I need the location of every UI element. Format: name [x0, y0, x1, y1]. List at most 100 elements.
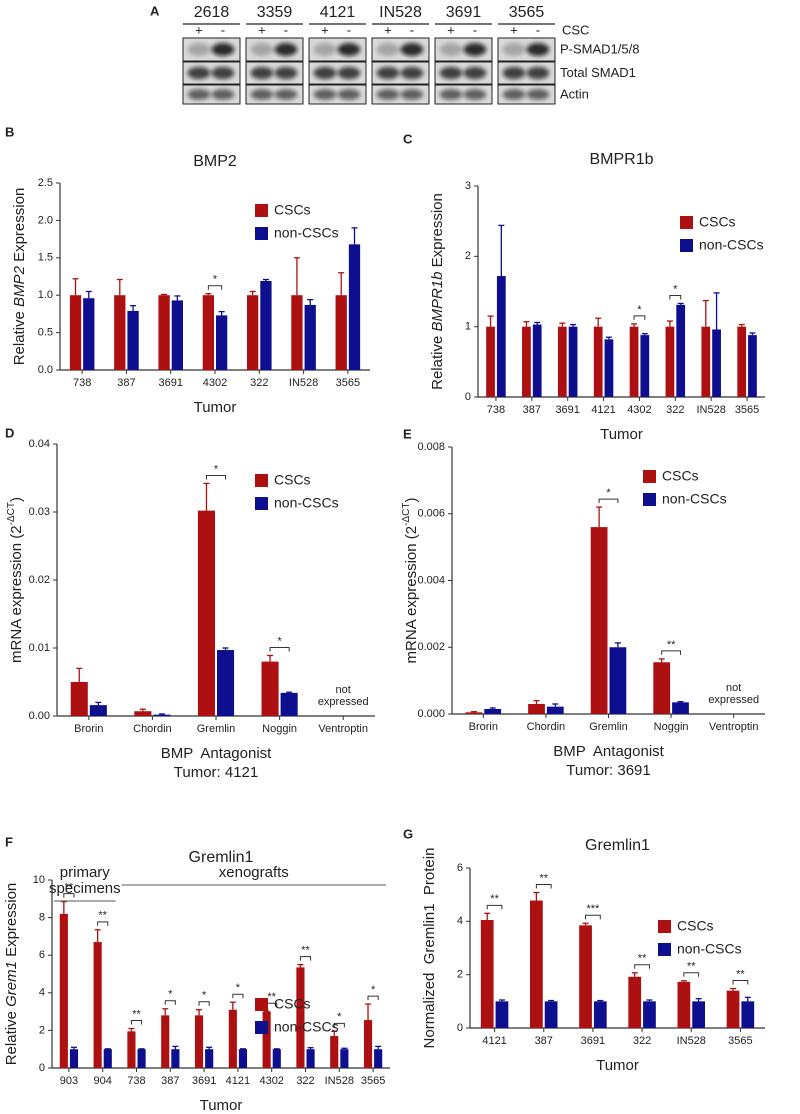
- y-tick-label: 2: [39, 1024, 45, 1036]
- legend-swatch: [658, 943, 671, 956]
- chart-title: BMP2: [193, 153, 237, 170]
- bar: [217, 650, 235, 716]
- bar: [486, 326, 495, 397]
- bar: [665, 326, 675, 397]
- panel-letter: B: [5, 124, 14, 139]
- blot-band: [274, 89, 298, 100]
- x-tick-label: Ventroptin: [318, 723, 368, 735]
- significance-label: ***: [586, 903, 600, 915]
- x-axis-label: BMP Antagonist: [553, 743, 664, 760]
- significance-bracket: [732, 980, 749, 985]
- x-tick-label: 738: [487, 404, 505, 416]
- significance-bracket: [535, 884, 552, 889]
- x-tick-label: IN528: [325, 1075, 354, 1087]
- legend-swatch: [680, 216, 693, 229]
- y-axis-label-part: Expression: [3, 883, 20, 961]
- blot-band: [337, 43, 361, 56]
- bar: [69, 1049, 79, 1068]
- significance-bracket: [205, 474, 227, 480]
- x-tick-label: Noggin: [654, 721, 689, 733]
- blot-band: [463, 89, 487, 100]
- significance-label: **: [132, 1008, 141, 1020]
- y-tick-label: 0.04: [29, 438, 50, 450]
- bar: [171, 300, 183, 370]
- bar: [484, 708, 502, 714]
- significance-bracket: [333, 1022, 345, 1028]
- legend-label: CSCs: [274, 202, 311, 218]
- bar: [653, 662, 671, 714]
- bar: [593, 326, 603, 397]
- legend-swatch: [643, 493, 656, 506]
- panel-letter: C: [403, 131, 413, 146]
- y-axis-label-part: Normalized Gremlin1 Protein: [421, 848, 438, 1049]
- blot-band: [337, 66, 361, 80]
- blot-band: [313, 43, 337, 56]
- legend-swatch: [643, 470, 656, 483]
- blot-band: [526, 89, 550, 100]
- bar: [530, 900, 543, 1028]
- bar: [127, 310, 139, 370]
- sample-label: 3359: [257, 4, 293, 21]
- bar: [557, 326, 567, 397]
- legend-label: CSCs: [699, 214, 736, 230]
- annotation: not expressed: [318, 684, 369, 708]
- bar: [676, 304, 686, 397]
- y-tick-label: 2.0: [38, 214, 53, 226]
- bar: [593, 1001, 607, 1028]
- y-tick-label: 1.0: [38, 289, 53, 301]
- x-tick-label: 387: [161, 1075, 179, 1087]
- note: Tumor: 3691: [566, 762, 651, 779]
- y-tick-label: 0.5: [38, 327, 53, 339]
- blot-band: [376, 66, 400, 80]
- x-axis-label: Tumor: [596, 1057, 639, 1074]
- legend-label: non-CSCs: [274, 225, 339, 241]
- csc-sign: +: [384, 22, 392, 37]
- bar: [465, 712, 483, 714]
- significance-bracket: [130, 1020, 143, 1025]
- bar: [205, 1049, 214, 1068]
- significance-bracket: [198, 1001, 210, 1006]
- y-tick-label: 0.006: [417, 508, 445, 520]
- y-axis-label: Relative Grem1 Expression: [3, 883, 20, 1066]
- chart-title: BMPR1b: [589, 151, 653, 168]
- bar: [737, 326, 747, 397]
- bar: [544, 1001, 558, 1028]
- x-tick-label: 322: [296, 1075, 314, 1087]
- bar: [291, 295, 303, 370]
- blot-band: [187, 66, 211, 80]
- group-label: xenografts: [219, 864, 289, 881]
- y-tick-label: 2.5: [38, 177, 53, 189]
- bar: [89, 705, 107, 716]
- significance-bracket: [598, 498, 619, 504]
- blot-band: [439, 89, 463, 100]
- y-tick-label: 0.002: [417, 641, 445, 653]
- significance-bracket: [585, 914, 601, 920]
- y-axis-label-part: Relative: [429, 332, 446, 390]
- y-tick-label: 3: [465, 180, 471, 192]
- x-tick-label: Ventroptin: [709, 721, 759, 733]
- row-label: P-SMAD1/5/8: [560, 41, 639, 56]
- significance-label: *: [213, 274, 218, 286]
- blot-band: [313, 66, 337, 80]
- csc-sign: -: [221, 22, 225, 37]
- csc-sign: -: [347, 22, 351, 37]
- bar: [579, 925, 592, 1028]
- significance-bracket: [367, 995, 379, 1001]
- x-tick-label: 3691: [555, 404, 579, 416]
- bar: [103, 1049, 112, 1068]
- bar: [137, 1049, 146, 1068]
- significance-label: *: [236, 982, 241, 994]
- significance-bracket: [63, 893, 75, 898]
- significance-bracket: [669, 294, 682, 300]
- y-axis-label: mRNA expression (2-ΔCT): [6, 497, 25, 663]
- significance-bracket: [97, 921, 109, 926]
- significance-label: **: [301, 945, 310, 957]
- legend-label: non-CSCs: [274, 495, 339, 511]
- sample-label: IN528: [379, 4, 422, 21]
- significance-label: **: [539, 872, 548, 884]
- significance-label: *: [637, 304, 642, 316]
- x-tick-label: Gremlin: [589, 721, 628, 733]
- bar: [228, 1009, 237, 1068]
